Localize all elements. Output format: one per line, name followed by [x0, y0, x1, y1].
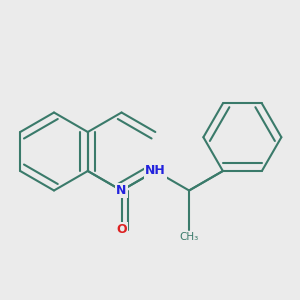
- Text: N: N: [116, 184, 127, 197]
- Text: O: O: [116, 223, 127, 236]
- Text: CH₃: CH₃: [179, 232, 199, 242]
- Text: NH: NH: [145, 164, 166, 178]
